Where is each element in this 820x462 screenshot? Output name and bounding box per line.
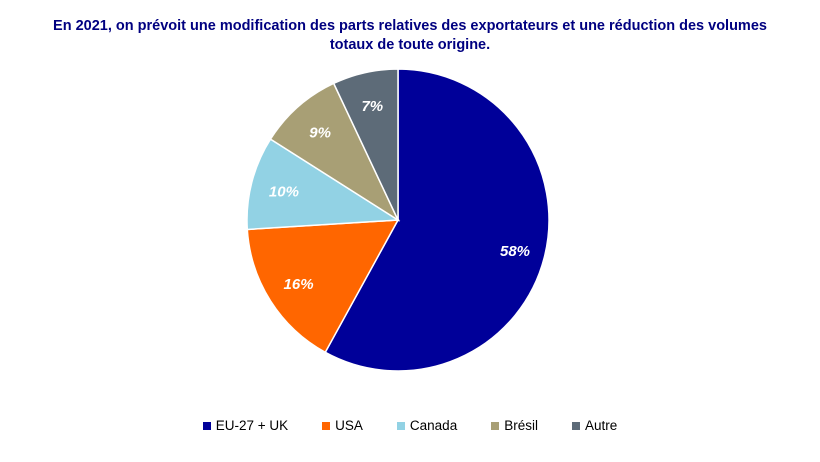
data-label-4: 7% bbox=[361, 98, 383, 115]
legend-item-0: EU-27 + UK bbox=[202, 418, 289, 433]
legend: EU-27 + UK USA Canada Brésil Autre bbox=[0, 418, 820, 433]
legend-swatch bbox=[491, 421, 500, 430]
legend-label: Autre bbox=[584, 418, 618, 433]
legend-swatch bbox=[202, 421, 211, 430]
pie-slice-2 bbox=[246, 138, 401, 231]
chart-title: En 2021, on prévoit une modification des… bbox=[0, 17, 820, 55]
legend-item-1: USA bbox=[322, 418, 363, 433]
data-label-1: 16% bbox=[284, 276, 314, 293]
pie-slice-1 bbox=[246, 219, 400, 354]
pie-slice-4 bbox=[332, 68, 399, 221]
data-label-3: 9% bbox=[309, 125, 331, 142]
legend-label: Canada bbox=[409, 418, 458, 433]
legend-label: Brésil bbox=[504, 418, 538, 433]
data-label-0: 58% bbox=[500, 243, 530, 260]
title-line-2: totaux de toute origine. bbox=[329, 37, 491, 53]
legend-swatch bbox=[396, 421, 405, 430]
legend-item-4: Autre bbox=[571, 418, 618, 433]
pie-slice-0 bbox=[324, 68, 550, 372]
title-line-1: En 2021, on prévoit une modification des… bbox=[53, 18, 767, 34]
legend-swatch bbox=[322, 421, 331, 430]
legend-label: USA bbox=[335, 418, 363, 433]
data-label-2: 10% bbox=[269, 184, 299, 201]
legend-item-2: Canada bbox=[396, 418, 458, 433]
legend-label: EU-27 + UK bbox=[215, 418, 289, 433]
legend-swatch bbox=[571, 421, 580, 430]
legend-item-3: Brésil bbox=[491, 418, 538, 433]
pie-slice-3 bbox=[269, 82, 400, 223]
